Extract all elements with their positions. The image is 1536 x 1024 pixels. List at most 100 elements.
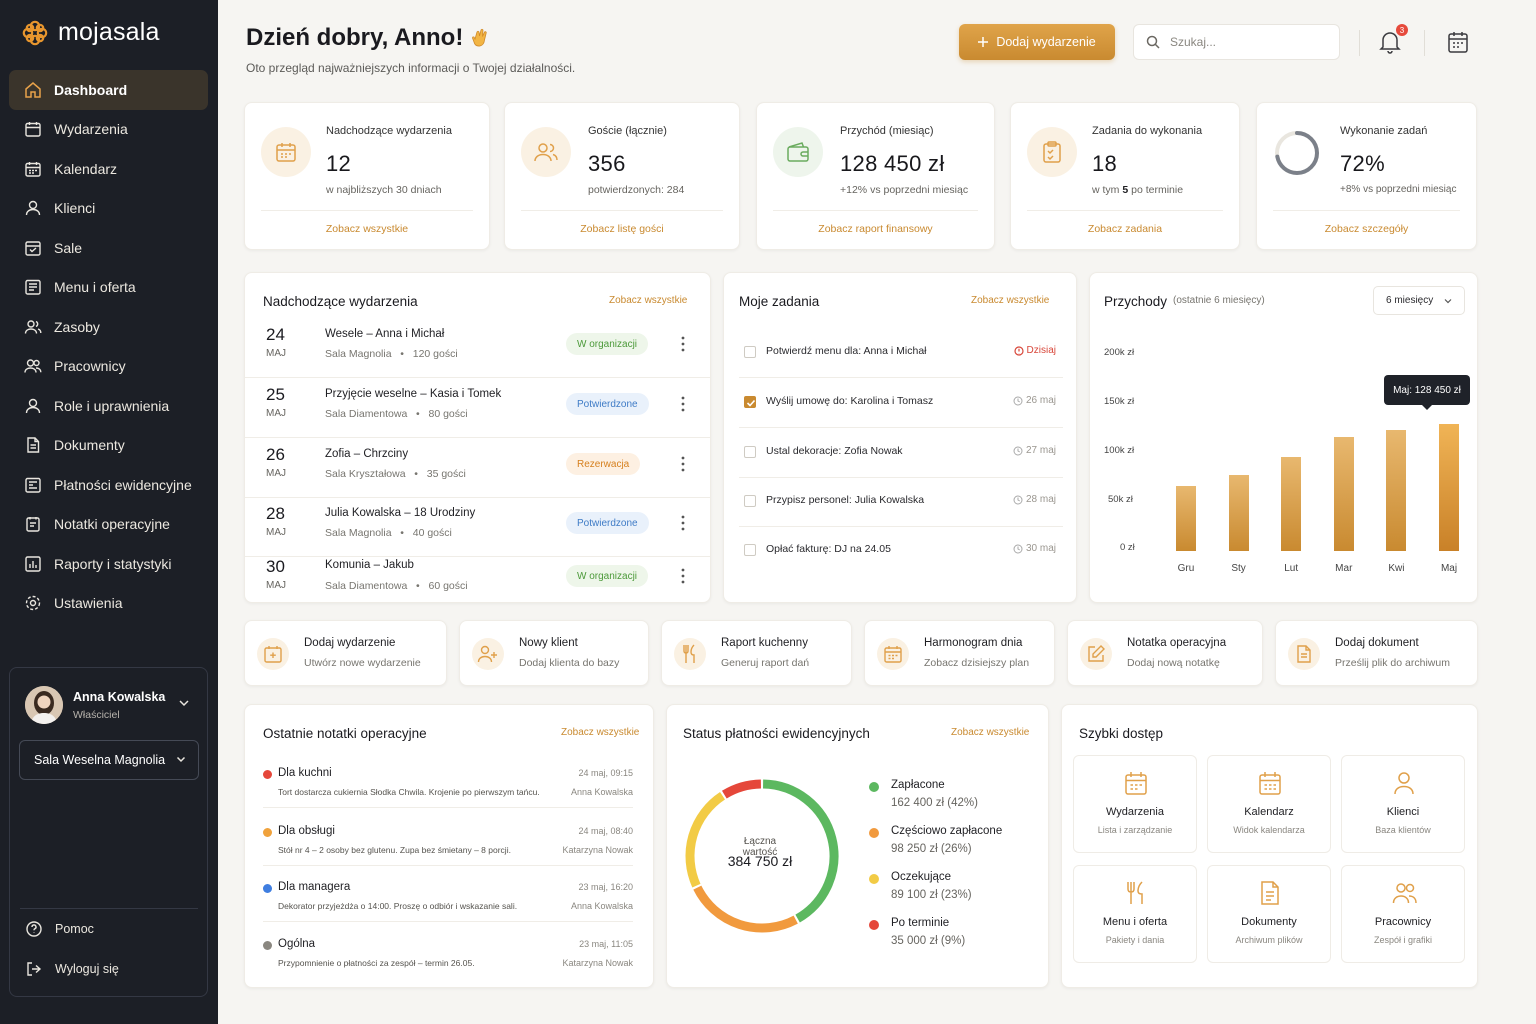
bell-icon[interactable] [1379,30,1401,54]
search-input[interactable] [1170,35,1320,49]
stat-link[interactable]: Zobacz raport finansowy [818,223,933,235]
sidebar-item-sale[interactable]: Sale [9,228,208,268]
quick-action-sub: Dodaj klienta do bazy [519,657,620,669]
sidebar-item-pracownicy[interactable]: Pracownicy [9,347,208,387]
divider [521,210,723,211]
chart-bar[interactable] [1333,437,1354,551]
note-item[interactable]: Ogólna 23 maj, 11:05 Przypomnienie o pła… [263,935,633,993]
legend-dot [869,874,879,884]
stat-link[interactable]: Zobacz zadania [1087,223,1163,235]
chart-bar[interactable] [1176,485,1196,551]
search-box [1133,24,1340,60]
sidebar-item-klienci[interactable]: Klienci [9,189,208,229]
event-row[interactable]: 30 MAJ Komunia – Jakub Sala Diamentowa •… [245,551,710,610]
task-checkbox[interactable] [744,346,756,358]
see-all-link[interactable]: Zobacz wszystkie [609,295,688,306]
sidebar-item-platnosci[interactable]: Płatności ewidencyjne [9,465,208,505]
sidebar-item-label: Ustawienia [54,595,123,612]
legend-value: 35 000 zł (9%) [891,935,966,947]
task-text: Potwierdź menu dla: Anna i Michał [766,345,927,357]
quick-action-sub: Zobacz dzisiejszy plan [924,657,1030,669]
quick-access-events[interactable]: Wydarzenia Lista i zarządzanie [1073,755,1197,853]
task-checkbox[interactable] [744,396,756,408]
calendar-icon[interactable] [1447,30,1469,54]
stat-link[interactable]: Zobacz wszystkie [325,223,409,235]
sidebar-item-zasoby[interactable]: Zasoby [9,307,208,347]
stat-card-events: Nadchodzące wydarzenia 12 w najbliższych… [244,102,490,250]
see-all-link[interactable]: Zobacz wszystkie [951,727,1030,738]
see-all-link[interactable]: Zobacz wszystkie [561,727,640,738]
event-row[interactable]: 26 MAJ Zofia – Chrzciny Sala Kryształowa… [245,439,710,498]
add-event-button[interactable]: Dodaj wydarzenie [959,24,1115,60]
event-meta: Sala Magnolia • 120 gości [325,348,458,360]
sidebar-item-notatki[interactable]: Notatki operacyjne [9,505,208,545]
note-item[interactable]: Dla kuchni 24 maj, 09:15 Tort dostarcza … [263,764,633,822]
quick-action-note[interactable]: Notatka operacyjna Dodaj nową notatkę [1067,620,1263,686]
chart-bar[interactable] [1439,423,1459,551]
event-row[interactable]: 28 MAJ Julia Kowalska – 18 Urodziny Sala… [245,498,710,557]
plus-icon [978,37,989,47]
chevron-down-icon[interactable] [178,699,190,707]
chart-bar[interactable] [1281,456,1302,551]
divider [1424,30,1425,56]
quick-access-staff[interactable]: Pracownicy Zespół i grafiki [1341,865,1465,963]
note-item[interactable]: Dla obsługi 24 maj, 08:40 Stół nr 4 – 2 … [263,822,633,880]
task-due-text: 27 maj [1025,445,1056,456]
sidebar-item-role[interactable]: Role i uprawnienia [9,386,208,426]
more-vertical-icon[interactable] [681,568,685,584]
event-row[interactable]: 25 MAJ Przyjęcie weselne – Kasia i Tomek… [245,379,710,438]
avatar[interactable] [25,686,63,724]
sidebar-item-menu[interactable]: Menu i oferta [9,268,208,308]
note-item[interactable]: Dla managera 23 maj, 16:20 Dekorator prz… [263,878,633,936]
x-tick-label: Lut [1284,563,1299,574]
sidebar-item-kalendarz[interactable]: Kalendarz [9,149,208,189]
quick-action-kitchen-report[interactable]: Raport kuchenny Generuj raport dań [661,620,852,686]
period-select[interactable]: 6 miesięcy [1373,286,1465,315]
event-day: 30 [266,557,285,576]
sidebar-item-dashboard[interactable]: Dashboard [9,70,208,110]
event-name: Wesele – Anna i Michał [325,328,445,340]
quick-action-add-event[interactable]: Dodaj wydarzenie Utwórz nowe wydarzenie [244,620,447,686]
logout-link[interactable]: Wyloguj się [25,960,119,978]
sidebar-item-wydarzenia[interactable]: Wydarzenia [9,110,208,150]
sidebar-item-label: Zasoby [54,318,100,335]
sidebar-item-raporty[interactable]: Raporty i statystyki [9,544,208,584]
chart-bar[interactable] [1386,430,1407,551]
note-title: Dla kuchni [278,767,332,779]
quick-access-calendar[interactable]: Kalendarz Widok kalendarza [1207,755,1331,853]
event-row[interactable]: 24 MAJ Wesele – Anna i Michał Sala Magno… [245,319,710,378]
venue-select[interactable]: Sala Weselna Magnolia [19,740,199,780]
task-checkbox[interactable] [744,495,756,507]
stat-link[interactable]: Zobacz szczegóły [1324,223,1409,235]
more-vertical-icon[interactable] [681,456,685,472]
task-checkbox[interactable] [744,446,756,458]
quick-action-document[interactable]: Dodaj dokument Prześlij plik do archiwum [1275,620,1478,686]
greeting-text: Dzień dobry, Anno! [246,24,464,51]
quick-access-clients[interactable]: Klienci Baza klientów [1341,755,1465,853]
sidebar-item-ustawienia[interactable]: Ustawienia [9,584,208,624]
stat-link[interactable]: Zobacz listę gości [580,223,664,235]
donut-segment[interactable] [721,779,762,799]
quick-action-new-client[interactable]: Nowy klient Dodaj klienta do bazy [459,620,649,686]
sidebar-item-dokumenty[interactable]: Dokumenty [9,426,208,466]
donut-segment[interactable] [685,792,726,888]
overdue-count: 5 [1122,184,1129,196]
logo[interactable]: mojasala [22,18,160,47]
chart-bar[interactable] [1228,474,1249,551]
y-tick-label: 150k zł [1104,396,1135,407]
quick-action-schedule[interactable]: Harmonogram dnia Zobacz dzisiejszy plan [864,620,1055,686]
more-vertical-icon[interactable] [681,515,685,531]
chart-tooltip: Maj: 128 450 zł [1384,375,1470,410]
donut-segment[interactable] [762,779,839,923]
notes-panel: Ostatnie notatki operacyjne Zobacz wszys… [244,704,654,988]
payments-panel: Status płatności ewidencyjnych Zobacz ws… [666,704,1049,988]
task-checkbox[interactable] [744,544,756,556]
donut-segment[interactable] [693,885,798,933]
stat-sub: w najbliższych 30 dniach [326,184,442,196]
see-all-link[interactable]: Zobacz wszystkie [971,295,1050,306]
help-link[interactable]: Pomoc [25,920,94,938]
quick-access-menu[interactable]: Menu i oferta Pakiety i dania [1073,865,1197,963]
more-vertical-icon[interactable] [681,396,685,412]
quick-access-documents[interactable]: Dokumenty Archiwum plików [1207,865,1331,963]
more-vertical-icon[interactable] [681,336,685,352]
